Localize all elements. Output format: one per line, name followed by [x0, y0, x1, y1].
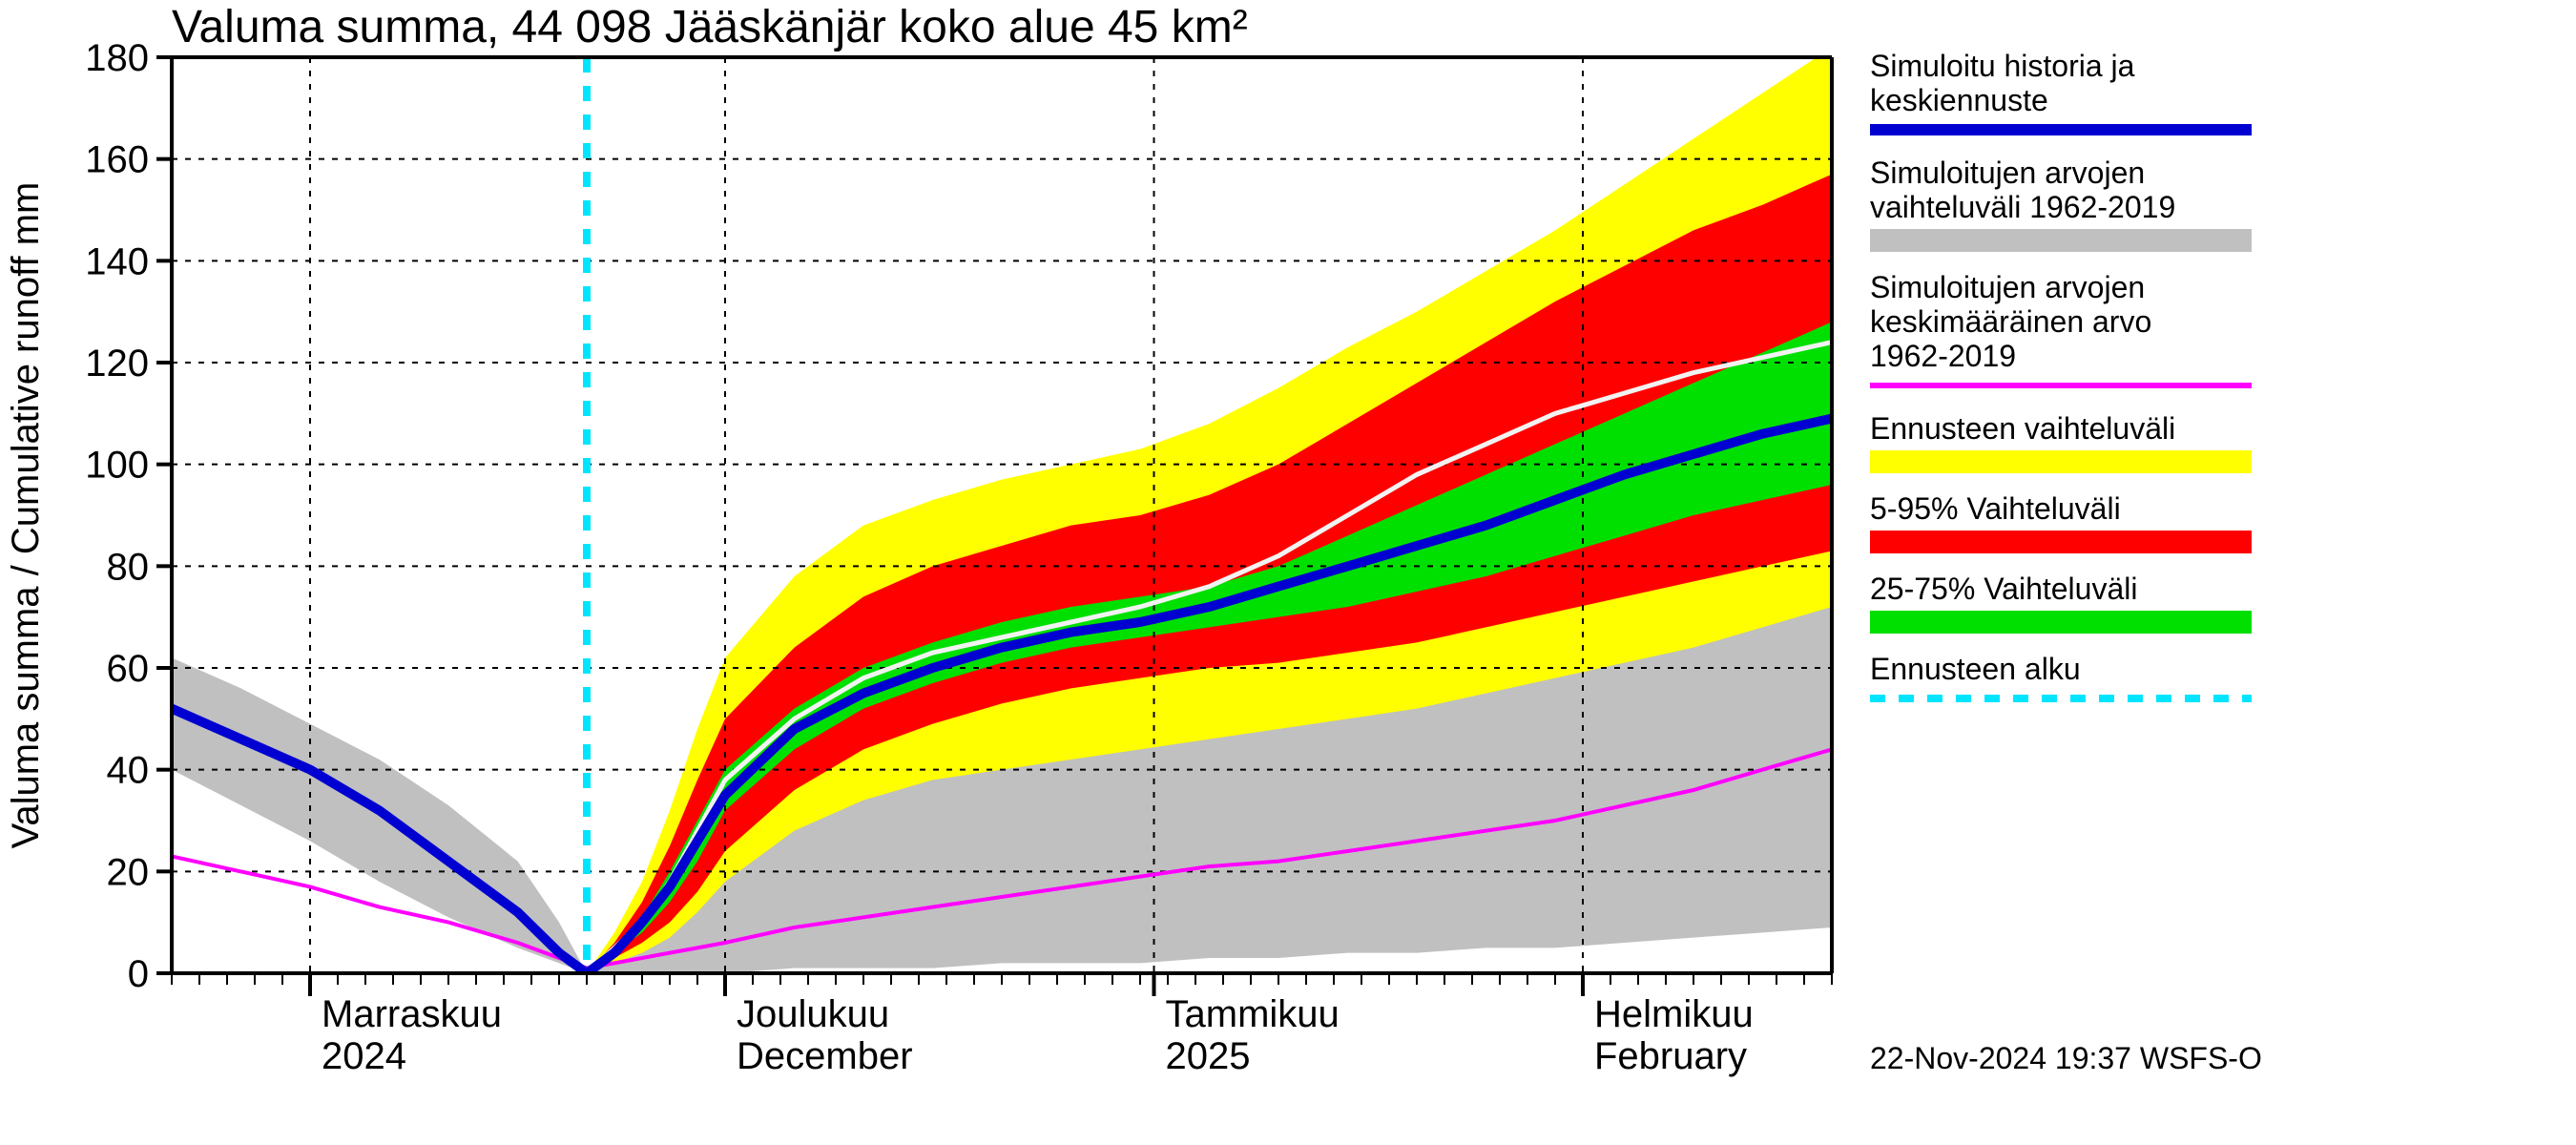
legend-swatch	[1870, 611, 2252, 634]
y-tick-label: 160	[85, 139, 149, 181]
y-tick-label: 0	[128, 953, 149, 995]
legend-label: 25-75% Vaihteluväli	[1870, 572, 2137, 606]
legend-swatch	[1870, 450, 2252, 473]
y-tick-label: 100	[85, 445, 149, 487]
legend-label: Simuloitujen arvojen	[1870, 156, 2145, 190]
x-month-label: Helmikuu	[1594, 993, 1754, 1035]
x-month-sublabel: February	[1594, 1035, 1747, 1077]
y-tick-label: 80	[107, 546, 150, 588]
legend-label: keskimääräinen arvo	[1870, 304, 2151, 339]
y-tick-label: 60	[107, 648, 150, 690]
x-month-sublabel: December	[737, 1035, 913, 1077]
chart-footer: 22-Nov-2024 19:37 WSFS-O	[1870, 1041, 2262, 1075]
legend-label: Simuloitujen arvojen	[1870, 270, 2145, 304]
x-month-label: Marraskuu	[322, 993, 502, 1035]
x-month-label: Tammikuu	[1166, 993, 1340, 1035]
legend-label: vaihteluväli 1962-2019	[1870, 190, 2175, 224]
legend-swatch	[1870, 531, 2252, 553]
legend-swatch	[1870, 229, 2252, 252]
legend-label: Simuloitu historia ja	[1870, 49, 2135, 83]
chart-title: Valuma summa, 44 098 Jääskänjär koko alu…	[172, 2, 1248, 52]
legend-label: 1962-2019	[1870, 339, 2016, 373]
runoff-chart: 0 20 40 60 80 100 120 140 160 180 Marraskuu2024 Jou…	[0, 0, 2576, 1145]
y-tick-label: 180	[85, 37, 149, 79]
y-tick-label: 40	[107, 750, 150, 792]
x-month-sublabel: 2025	[1166, 1035, 1251, 1077]
legend-label: keskiennuste	[1870, 83, 2048, 117]
chart-container: 0 20 40 60 80 100 120 140 160 180 Marraskuu2024 Jou…	[0, 0, 2576, 1145]
x-month-sublabel: 2024	[322, 1035, 406, 1077]
y-tick-label: 140	[85, 240, 149, 282]
x-month-label: Joulukuu	[737, 993, 889, 1035]
y-tick-label: 20	[107, 851, 150, 893]
legend-label: Ennusteen vaihteluväli	[1870, 411, 2175, 446]
legend-label: Ennusteen alku	[1870, 652, 2081, 686]
legend-label: 5-95% Vaihteluväli	[1870, 491, 2121, 526]
y-tick-label: 120	[85, 343, 149, 385]
y-axis-label: Valuma summa / Cumulative runoff mm	[5, 182, 47, 849]
